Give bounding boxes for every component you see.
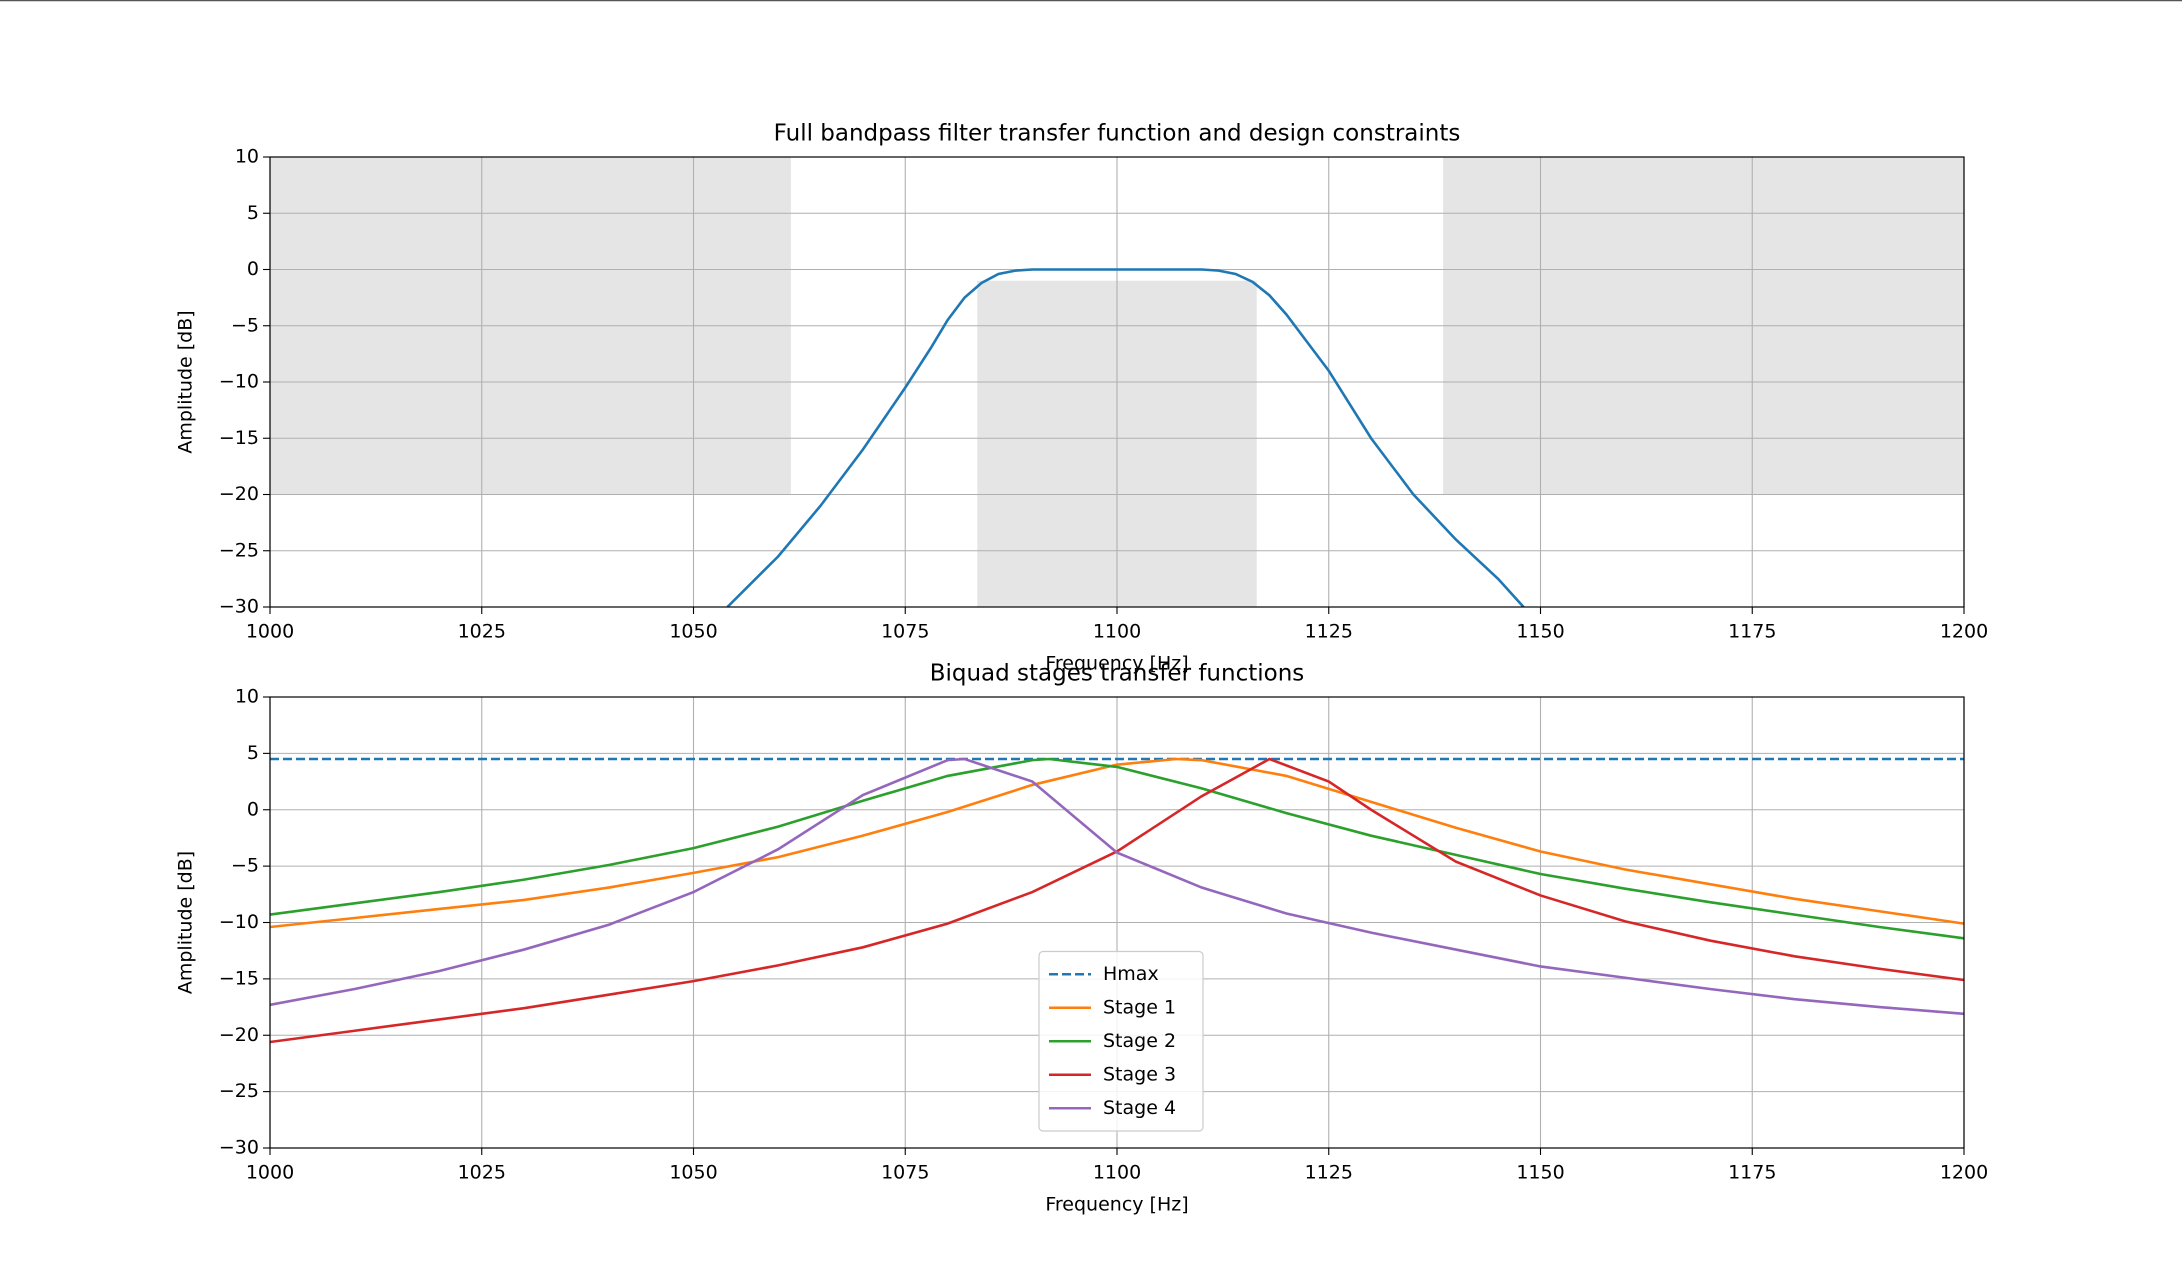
x-tick-label: 1000 [246,1162,294,1184]
y-tick-label: −10 [219,911,259,933]
x-tick-label: 1075 [881,621,929,643]
y-tick-label: −15 [219,967,259,989]
y-tick-label: −5 [231,314,259,336]
x-axis-label: Frequency [Hz] [1045,1194,1188,1216]
y-tick-label: 5 [247,742,259,764]
plot-frame [269,156,1965,608]
x-tick-label: 1050 [669,621,717,643]
y-tick-label: −20 [219,483,259,505]
y-axis-label: Amplitude [dB] [175,851,197,994]
x-tick-label: 1175 [1728,1162,1776,1184]
x-tick-label: 1125 [1305,621,1353,643]
chart: 1000 1025 1050 1075 1100 1125 1150 1175 12001050… [175,121,1989,675]
x-tick-label: 1100 [1093,1162,1141,1184]
x-tick-label: 1150 [1516,1162,1564,1184]
legend-box [1038,950,1204,1132]
x-tick-label: 1200 [1940,621,1988,643]
y-tick-label: −5 [231,855,259,877]
series-line [270,757,1964,1016]
plot-frame [269,696,1965,1149]
y-tick-label: 10 [235,146,259,168]
y-tick-label: −10 [219,371,259,393]
y-tick-label: 0 [247,258,259,280]
y-tick-label: 5 [247,202,259,224]
series-line [270,757,1964,940]
y-tick-label: −25 [219,539,259,561]
x-tick-label: 1100 [1093,621,1141,643]
y-tick-label: −30 [219,1137,259,1159]
y-tick-label: 0 [247,798,259,820]
y-tick-label: 10 [235,686,259,708]
legend-label: Stage 1 [1103,996,1176,1018]
x-tick-label: 1150 [1516,621,1564,643]
legend-label: Stage 2 [1103,1030,1176,1052]
x-tick-label: 1075 [881,1162,929,1184]
x-tick-label: 1125 [1305,1162,1353,1184]
x-tick-label: 1200 [1940,1162,1988,1184]
x-axis-label: Frequency [Hz] [1045,653,1188,675]
legend-label: Stage 4 [1103,1097,1176,1119]
x-tick-label: 1175 [1728,621,1776,643]
x-tick-label: 1050 [669,1162,717,1184]
chart-title: Biquad stages transfer functions [930,661,1305,687]
series-line [270,757,1964,929]
y-tick-label: −20 [219,1024,259,1046]
series-line [270,757,1964,1044]
y-tick-label: −25 [219,1080,259,1102]
y-tick-label: −30 [219,596,259,618]
y-axis-label: Amplitude [dB] [175,310,197,453]
y-tick-label: −15 [219,427,259,449]
x-tick-label: 1000 [246,621,294,643]
legend-label: Hmax [1103,963,1159,985]
x-tick-label: 1025 [458,621,506,643]
chart-title: Full bandpass filter transfer function a… [774,121,1461,147]
series-line [726,268,1525,607]
chart: 1000 1025 1050 1075 1100 1125 1150 1175 12001050… [175,661,1989,1216]
x-tick-label: 1025 [458,1162,506,1184]
legend-label: Stage 3 [1103,1063,1176,1085]
